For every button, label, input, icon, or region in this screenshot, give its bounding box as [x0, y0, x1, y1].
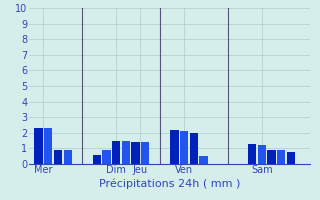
Bar — [112, 141, 120, 164]
Bar — [277, 150, 285, 164]
Bar — [180, 131, 188, 164]
X-axis label: Précipitations 24h ( mm ): Précipitations 24h ( mm ) — [99, 178, 240, 189]
Bar — [258, 145, 266, 164]
Bar — [141, 142, 149, 164]
Bar — [34, 128, 43, 164]
Bar — [170, 130, 179, 164]
Bar — [268, 150, 276, 164]
Bar — [93, 155, 101, 164]
Bar — [102, 150, 111, 164]
Bar — [54, 150, 62, 164]
Bar — [287, 152, 295, 164]
Bar — [63, 150, 72, 164]
Bar — [199, 156, 208, 164]
Bar — [248, 144, 256, 164]
Bar — [132, 142, 140, 164]
Bar — [190, 133, 198, 164]
Bar — [122, 141, 130, 164]
Bar — [44, 128, 52, 164]
